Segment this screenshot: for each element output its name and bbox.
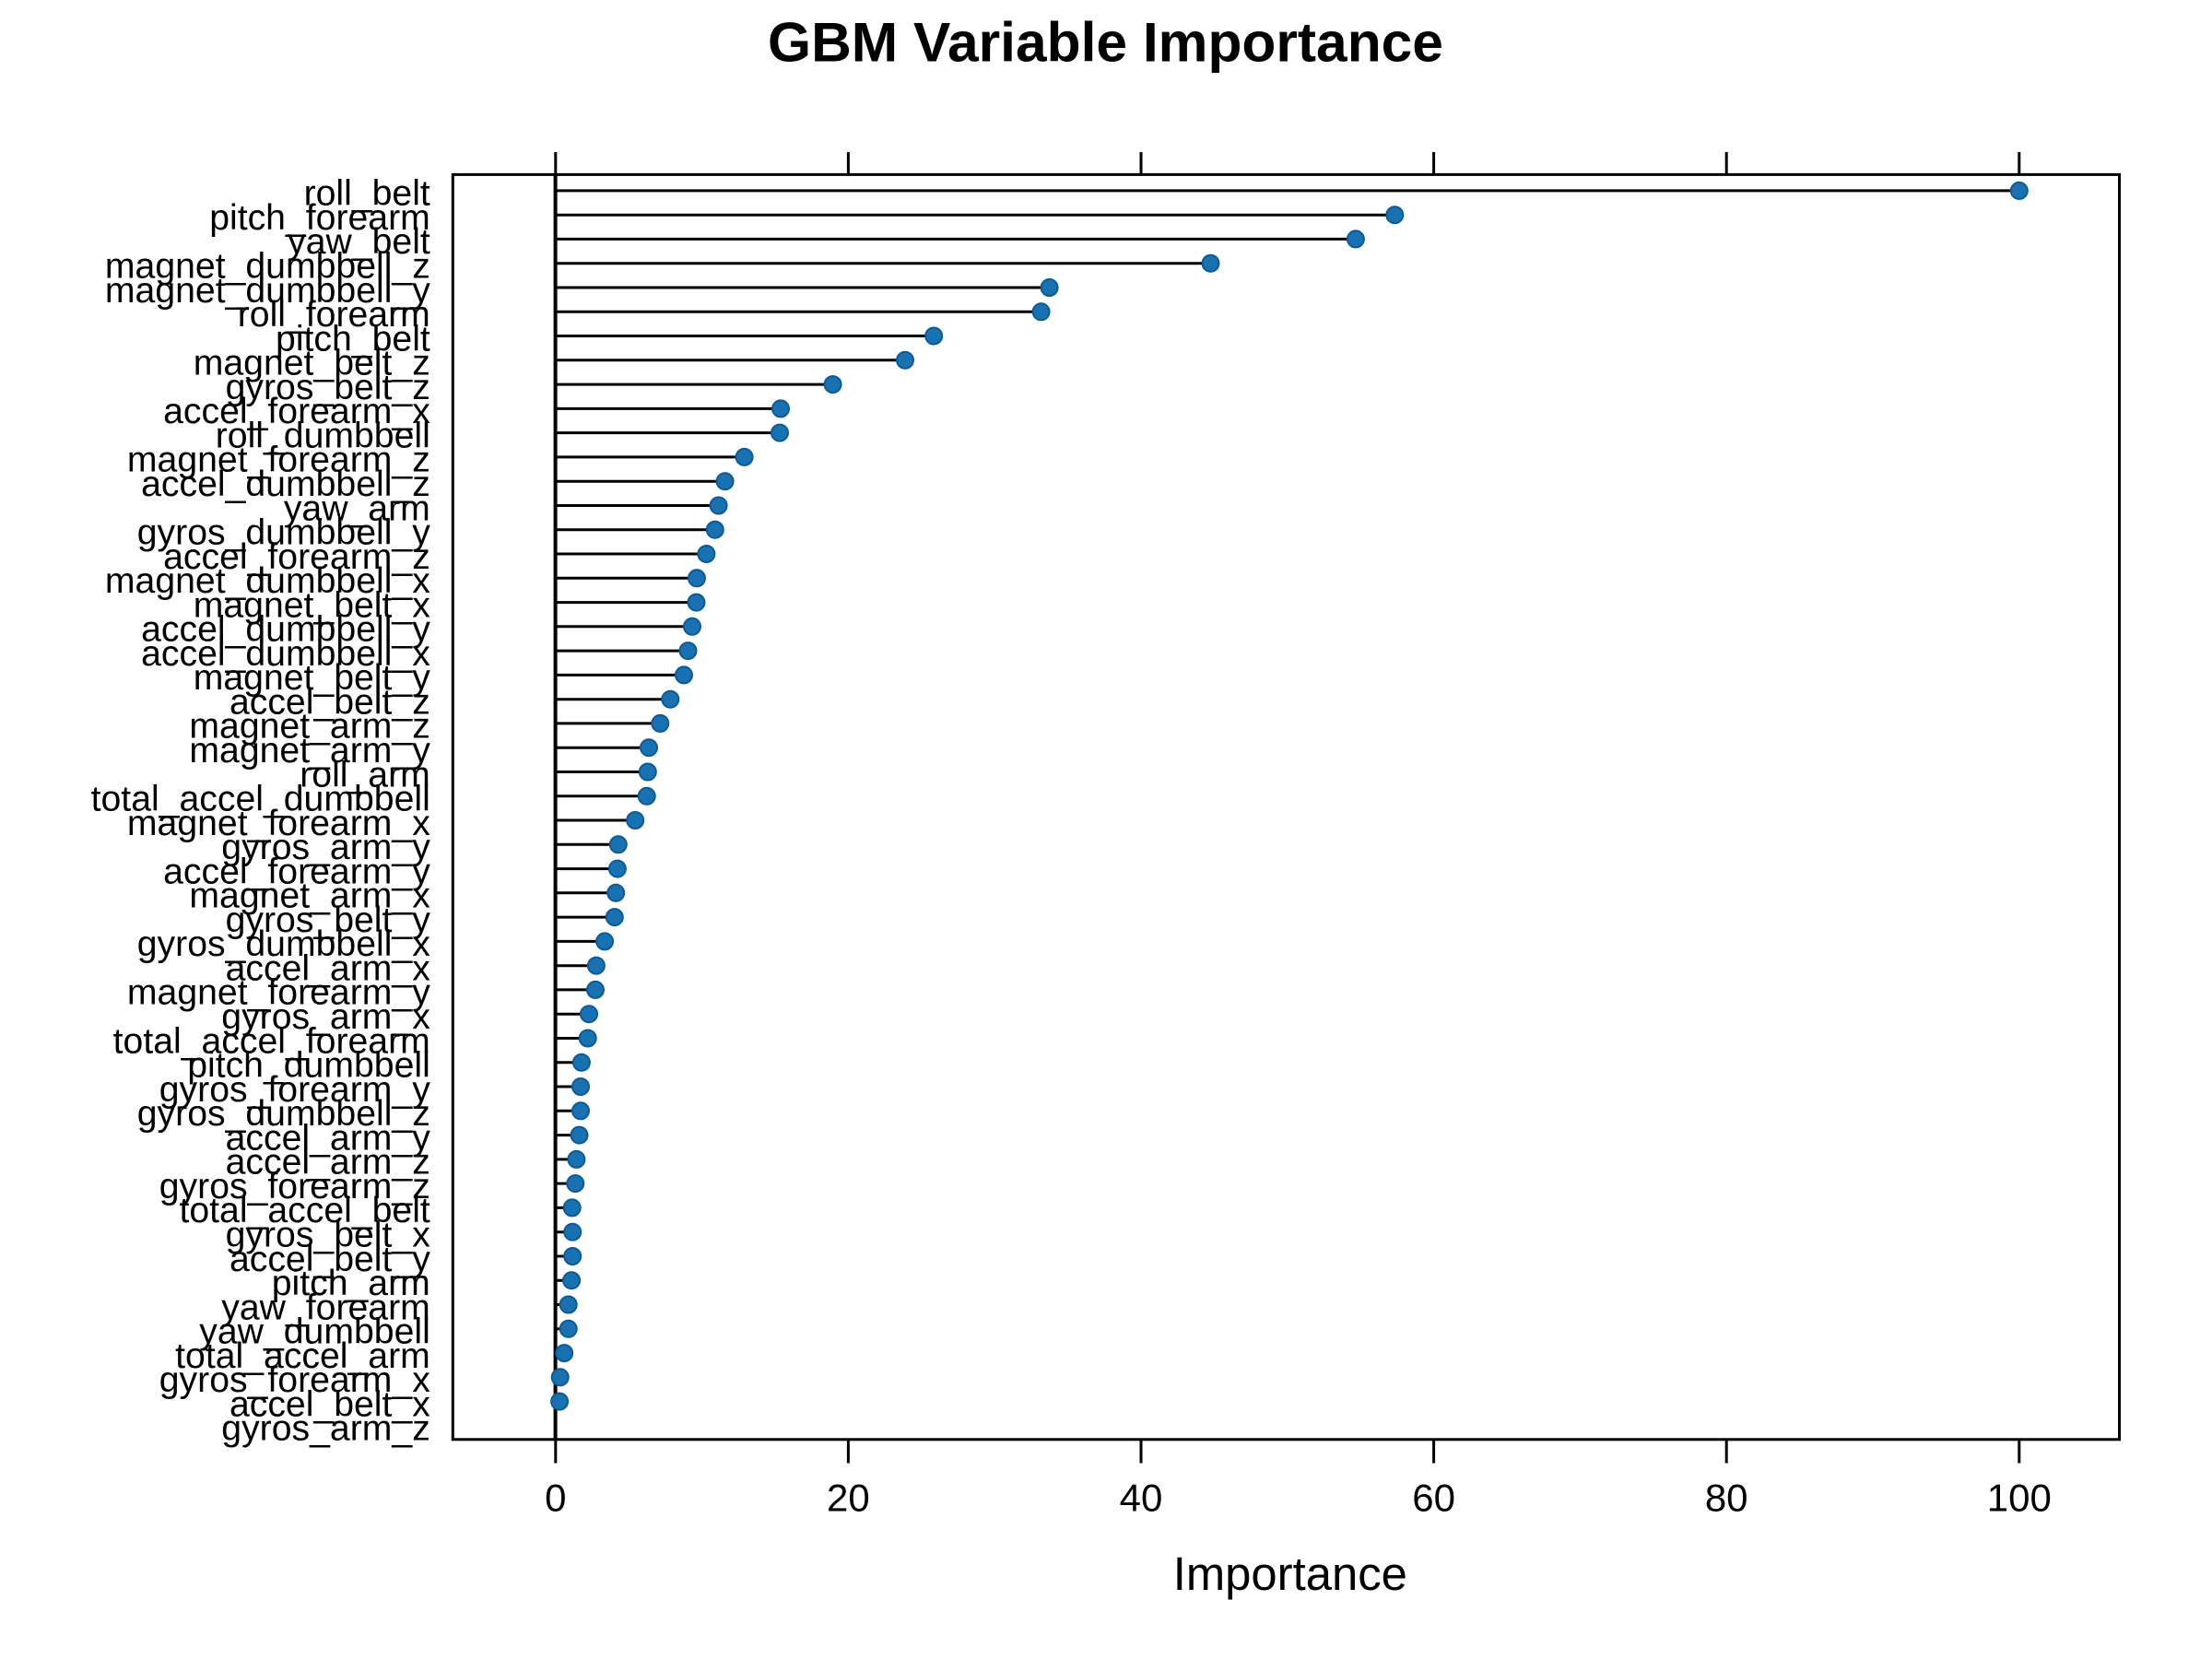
svg-text:0: 0 (545, 1477, 566, 1520)
svg-text:yaw_forearm: yaw_forearm (221, 1288, 430, 1327)
svg-text:gyros_belt_x: gyros_belt_x (226, 1216, 431, 1255)
svg-text:accel_arm_z: accel_arm_z (226, 1143, 430, 1182)
svg-text:accel_dumbbell_x: accel_dumbbell_x (141, 634, 430, 674)
svg-text:magnet_belt_z: magnet_belt_z (194, 344, 430, 383)
svg-text:gyros_forearm_x: gyros_forearm_x (159, 1360, 430, 1400)
svg-text:accel_belt_z: accel_belt_z (229, 683, 430, 723)
svg-text:total_accel_belt: total_accel_belt (179, 1191, 429, 1230)
svg-text:magnet_dumbbell_z: magnet_dumbbell_z (105, 247, 430, 287)
svg-text:accel_dumbbell_y: accel_dumbbell_y (141, 610, 430, 650)
svg-text:accel_belt_x: accel_belt_x (229, 1384, 430, 1424)
svg-text:60: 60 (1412, 1477, 1455, 1520)
svg-text:gyros_forearm_z: gyros_forearm_z (159, 1167, 430, 1206)
svg-text:gyros_dumbbell_z: gyros_dumbbell_z (137, 1094, 430, 1134)
svg-text:gyros_belt_z: gyros_belt_z (226, 368, 430, 407)
svg-text:80: 80 (1705, 1477, 1748, 1520)
svg-text:roll_belt: roll_belt (304, 174, 430, 214)
svg-text:pitch_arm: pitch_arm (272, 1264, 430, 1303)
svg-text:total_accel_dumbbell: total_accel_dumbbell (91, 780, 430, 819)
svg-text:gyros_dumbbell_y: gyros_dumbbell_y (137, 513, 430, 553)
svg-text:magnet_arm_x: magnet_arm_x (189, 877, 430, 916)
svg-text:roll_arm: roll_arm (300, 755, 430, 794)
svg-text:magnet_forearm_y: magnet_forearm_y (127, 973, 430, 1013)
svg-text:accel_dumbbell_z: accel_dumbbell_z (141, 465, 430, 504)
svg-text:gyros_arm_x: gyros_arm_x (221, 997, 430, 1037)
svg-text:yaw_dumbbell: yaw_dumbbell (199, 1312, 430, 1352)
svg-text:pitch_belt: pitch_belt (276, 319, 430, 359)
svg-text:Importance: Importance (1173, 1547, 1407, 1600)
svg-text:20: 20 (827, 1477, 870, 1520)
svg-text:gyros_arm_y: gyros_arm_y (221, 828, 430, 867)
svg-text:gyros_dumbbell_x: gyros_dumbbell_x (137, 924, 430, 964)
svg-text:total_accel_arm: total_accel_arm (175, 1336, 430, 1376)
svg-text:pitch_dumbbell: pitch_dumbbell (187, 1046, 430, 1086)
svg-text:total_accel_forearm: total_accel_forearm (113, 1021, 430, 1061)
svg-text:magnet_arm_z: magnet_arm_z (189, 707, 429, 747)
svg-text:accel_arm_x: accel_arm_x (226, 949, 431, 989)
svg-text:yaw_arm: yaw_arm (284, 488, 430, 528)
svg-text:roll_dumbbell: roll_dumbbell (216, 416, 430, 455)
svg-text:40: 40 (1120, 1477, 1163, 1520)
svg-text:magnet_belt_y: magnet_belt_y (194, 658, 430, 698)
svg-text:roll_forearm: roll_forearm (238, 295, 430, 335)
svg-text:100: 100 (1987, 1477, 2052, 1520)
svg-text:magnet_dumbbell_x: magnet_dumbbell_x (105, 561, 430, 601)
svg-text:accel_forearm_y: accel_forearm_y (163, 852, 430, 891)
svg-text:accel_belt_y: accel_belt_y (229, 1240, 430, 1279)
svg-text:pitch_forearm: pitch_forearm (209, 198, 430, 238)
svg-text:accel_forearm_x: accel_forearm_x (163, 392, 430, 431)
svg-text:magnet_belt_x: magnet_belt_x (194, 585, 430, 625)
svg-text:magnet_dumbbell_y: magnet_dumbbell_y (105, 271, 430, 311)
svg-text:accel_forearm_z: accel_forearm_z (163, 537, 430, 577)
svg-text:magnet_arm_y: magnet_arm_y (189, 731, 430, 771)
svg-text:gyros_forearm_y: gyros_forearm_y (159, 1070, 430, 1110)
svg-text:gyros_belt_y: gyros_belt_y (226, 900, 431, 940)
svg-text:gyros_arm_z: gyros_arm_z (221, 1409, 430, 1449)
svg-text:magnet_forearm_x: magnet_forearm_x (127, 804, 430, 843)
svg-text:magnet_forearm_z: magnet_forearm_z (127, 441, 430, 480)
svg-text:accel_arm_y: accel_arm_y (226, 1118, 431, 1158)
svg-text:GBM Variable Importance: GBM Variable Importance (768, 10, 1443, 73)
svg-text:yaw_belt: yaw_belt (288, 222, 430, 262)
